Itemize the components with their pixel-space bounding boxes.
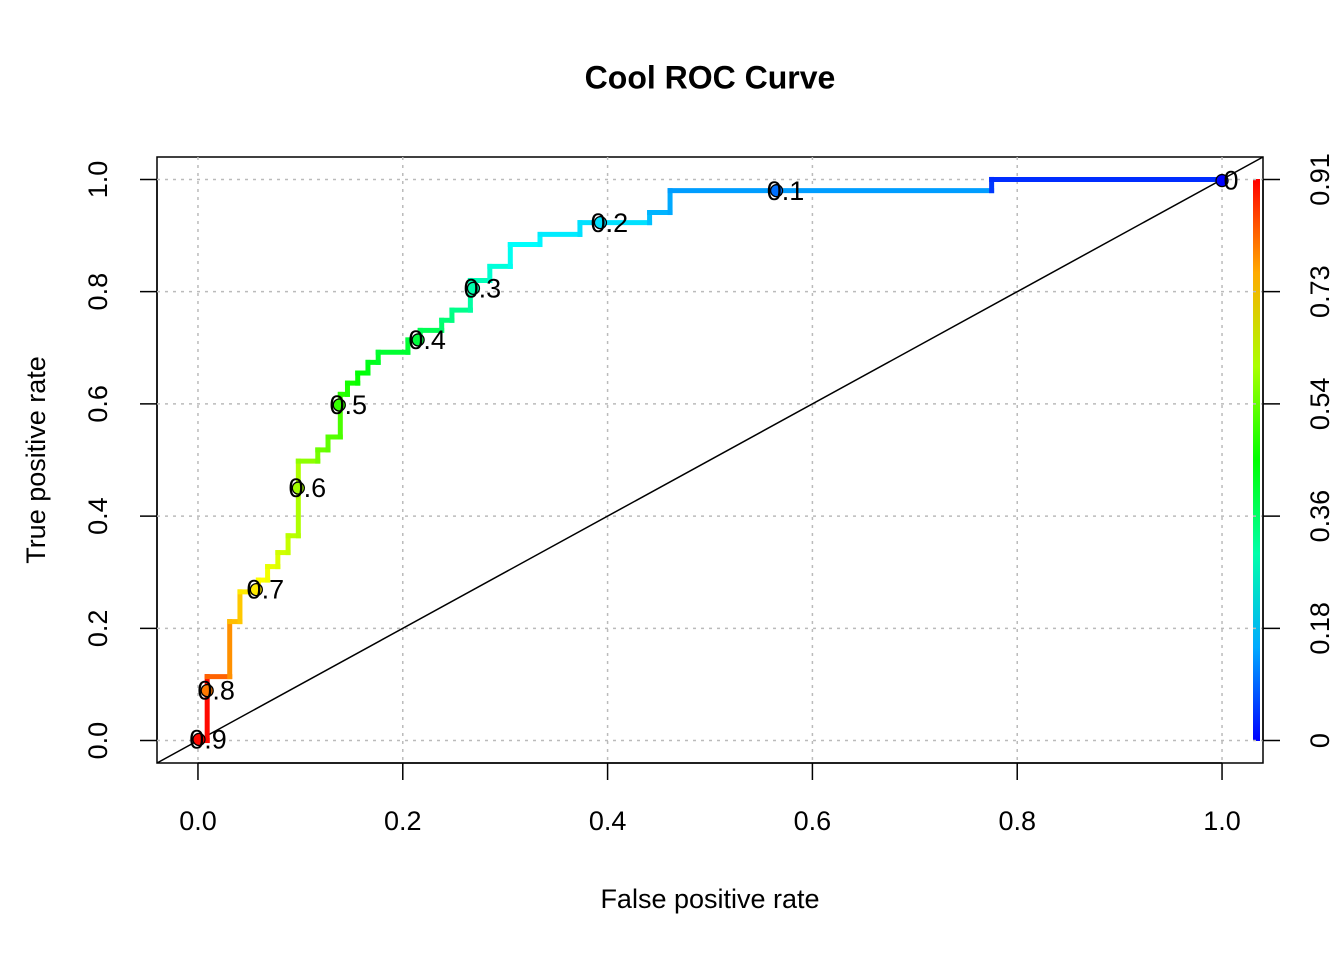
- y2-tick-label: 0.91: [1305, 153, 1335, 206]
- chart-title: Cool ROC Curve: [585, 59, 836, 95]
- y-tick-label: 0.4: [83, 497, 113, 535]
- y-tick-label: 0.8: [83, 273, 113, 311]
- cutoff-point: [769, 184, 784, 198]
- y2-tick-label: 0.54: [1305, 378, 1335, 431]
- y2-tick-label: 0.36: [1305, 490, 1335, 543]
- x-tick-label: 0.8: [998, 806, 1036, 836]
- cutoff-label: 0.2: [591, 208, 629, 238]
- x-tick-label: 1.0: [1203, 806, 1241, 836]
- x-tick-label: 0.0: [179, 806, 217, 836]
- y2-tick-label: 0: [1305, 733, 1335, 748]
- y-tick-label: 0.6: [83, 385, 113, 423]
- y-axis-label: True positive rate: [21, 356, 51, 564]
- y-tick-label: 0.2: [83, 610, 113, 648]
- cutoff-point: [291, 481, 305, 495]
- y2-tick-label: 0.73: [1305, 265, 1335, 318]
- cutoff-label: 0.5: [330, 390, 368, 420]
- cutoff-point: [249, 582, 263, 597]
- cutoff-label: 0.8: [197, 676, 235, 706]
- cutoff-point: [411, 333, 425, 347]
- cutoff-label: 0.4: [408, 325, 446, 355]
- y-tick-label: 1.0: [83, 161, 113, 199]
- cutoff-point: [332, 398, 346, 412]
- cutoff-point: [593, 215, 608, 230]
- cutoff-label: 0: [1224, 166, 1239, 196]
- cutoff-point: [192, 732, 206, 747]
- y-tick-label: 0.0: [83, 722, 113, 760]
- cutoff-label: 0.1: [767, 176, 805, 206]
- cutoff-point: [1215, 173, 1229, 188]
- cutoff-label: 0.9: [189, 725, 227, 755]
- color-bar: [1253, 179, 1260, 741]
- cutoff-point: [200, 683, 214, 698]
- x-tick-label: 0.4: [589, 806, 627, 836]
- x-axis-label: False positive rate: [600, 884, 819, 914]
- cutoff-label: 0.3: [464, 273, 502, 303]
- cutoff-label: 0.6: [289, 473, 327, 503]
- cutoff-label: 0.7: [247, 575, 285, 605]
- y2-tick-label: 0.18: [1305, 602, 1335, 655]
- diagonal: [156, 156, 1264, 764]
- cutoff-point: [466, 281, 481, 295]
- x-tick-label: 0.6: [794, 806, 832, 836]
- x-tick-label: 0.2: [384, 806, 422, 836]
